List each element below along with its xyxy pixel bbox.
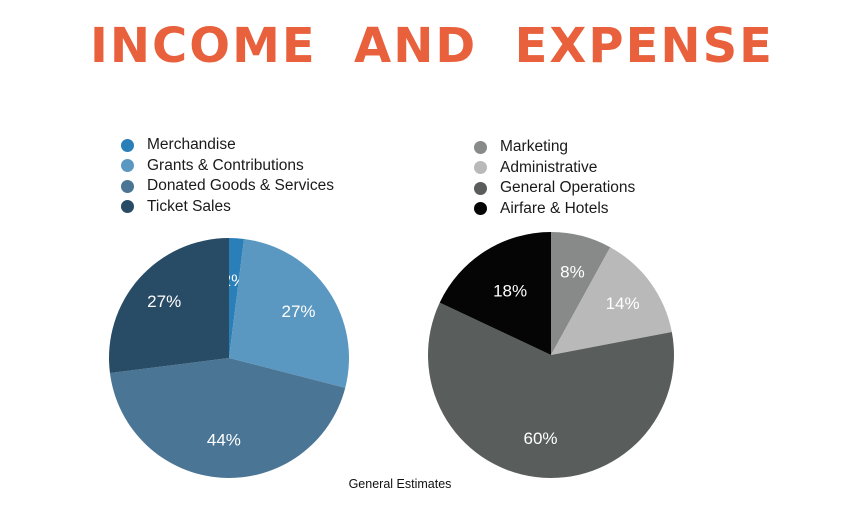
legend-dot-icon xyxy=(121,138,134,152)
expense-legend: Marketing Administrative General Operati… xyxy=(474,137,635,219)
pie-slice-label: 14% xyxy=(606,294,640,313)
legend-item-airfare-hotels: Airfare & Hotels xyxy=(474,199,635,220)
pie-slice-label: 44% xyxy=(207,430,241,449)
legend-dot-icon xyxy=(474,140,487,154)
pie-slice-donated-goods-services xyxy=(109,358,346,478)
legend-item-marketing: Marketing xyxy=(474,137,635,158)
legend-dot-icon xyxy=(474,181,487,195)
legend-dot-icon xyxy=(474,202,487,216)
legend-dot-icon xyxy=(121,179,134,193)
pie-slice-marketing xyxy=(551,232,611,355)
legend-item-administrative: Administrative xyxy=(474,158,635,179)
page-title: INCOME AND EXPENSE xyxy=(90,18,774,74)
pie-slice-label: 60% xyxy=(523,429,557,448)
pie-slice-grants-contributions xyxy=(229,238,349,388)
pie-slice-label: 18% xyxy=(493,282,527,301)
legend-dot-icon xyxy=(121,159,134,173)
pie-slice-general-operations xyxy=(428,302,675,479)
legend-item-donated-goods: Donated Goods & Services xyxy=(121,176,334,197)
legend-label: Donated Goods & Services xyxy=(147,177,334,195)
legend-label: Airfare & Hotels xyxy=(500,199,609,217)
pie-slice-label: 8% xyxy=(560,263,585,282)
legend-item-grants: Grants & Contributions xyxy=(121,156,334,177)
legend-label: Administrative xyxy=(500,158,598,176)
pie-slice-merchandise xyxy=(229,238,245,358)
legend-dot-icon xyxy=(121,200,134,214)
legend-label: Grants & Contributions xyxy=(147,156,304,174)
legend-item-ticket-sales: Ticket Sales xyxy=(121,197,334,218)
legend-item-general-operations: General Operations xyxy=(474,178,635,199)
pie-slice-label: 27% xyxy=(281,302,315,321)
pie-slice-airfare-hotels xyxy=(439,232,551,355)
legend-item-merchandise: Merchandise xyxy=(121,135,334,156)
legend-label: Marketing xyxy=(500,138,569,156)
pie-slice-ticket-sales xyxy=(109,238,229,374)
legend-label: General Operations xyxy=(500,179,636,197)
legend-label: Merchandise xyxy=(147,136,236,154)
legend-label: Ticket Sales xyxy=(147,197,231,215)
legend-dot-icon xyxy=(474,161,487,175)
pie-slice-label: 27% xyxy=(147,292,181,311)
pie-slice-administrative xyxy=(551,247,672,355)
chart-caption: General Estimates xyxy=(348,477,452,491)
income-legend: Merchandise Grants & Contributions Donat… xyxy=(121,135,334,217)
